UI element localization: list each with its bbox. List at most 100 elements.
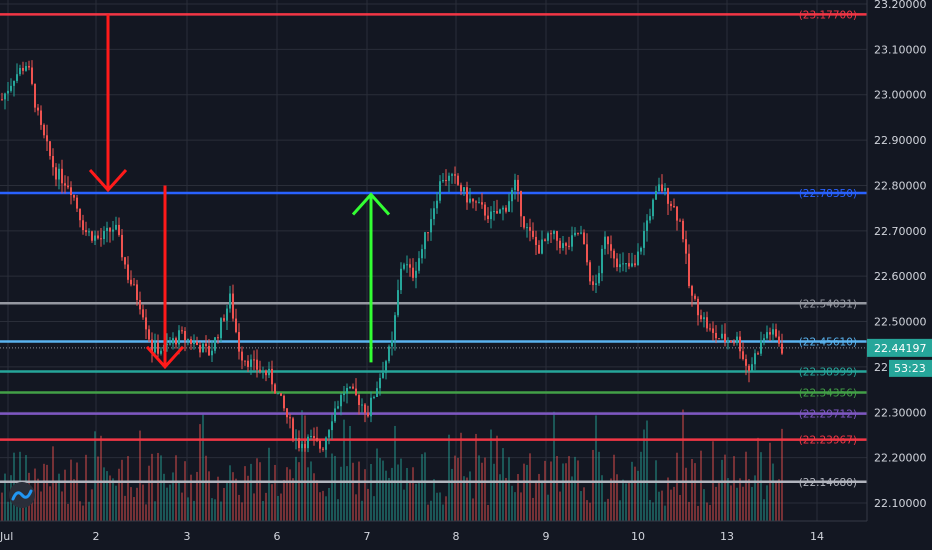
volume-bar [709, 504, 711, 521]
arrow-head [145, 345, 185, 370]
candle-body [379, 377, 381, 389]
volume-bar [199, 424, 201, 521]
volume-bar [460, 432, 462, 521]
candle-body [562, 243, 564, 248]
candle-body [493, 211, 495, 213]
candle-body [115, 224, 117, 230]
candle-body [295, 438, 297, 440]
candle-body [583, 232, 585, 245]
candle-body [256, 359, 258, 370]
volume-bar [355, 494, 357, 521]
candle-body [508, 201, 510, 212]
candle-body [496, 211, 498, 214]
volume-bar [715, 486, 717, 521]
candle-body [178, 330, 180, 345]
volume-bar [64, 469, 66, 521]
volume-bar [346, 466, 348, 521]
candle-body [310, 435, 312, 437]
candle-body [520, 191, 522, 217]
volume-bar [436, 492, 438, 521]
volume-bar [487, 504, 489, 521]
volume-bar [490, 429, 492, 521]
candle-body [688, 253, 690, 287]
candle-body [511, 189, 513, 202]
volume-bar [133, 497, 135, 521]
candle-body [34, 83, 36, 108]
candle-body [157, 342, 159, 354]
volume-bar [649, 499, 651, 521]
candle-body [721, 333, 723, 339]
candle-body [79, 208, 81, 221]
volume-bar [244, 466, 246, 521]
candle-body [703, 317, 705, 320]
level-label: (22.14680) [799, 477, 857, 489]
tradingview-logo[interactable] [9, 482, 35, 508]
candle-body [274, 384, 276, 394]
candle-body [67, 185, 69, 188]
volume-bar [625, 483, 627, 521]
volume-bar [313, 473, 315, 521]
candle-body [139, 299, 141, 310]
volume-bar [109, 475, 111, 521]
candle-body [100, 238, 102, 240]
volume-bar [655, 460, 657, 521]
volume-bar [397, 464, 399, 521]
volume-bar [88, 501, 90, 521]
volume-bar [298, 462, 300, 521]
volume-bar [535, 480, 537, 521]
candle-body [694, 295, 696, 299]
candles [1, 60, 783, 458]
time-axis[interactable]: Jul 2 3 6 7 8 9 10 13 14 [0, 530, 824, 543]
volume-bar [85, 454, 87, 521]
candle-body [76, 197, 78, 209]
candle-body [487, 215, 489, 220]
candle-body [679, 220, 681, 222]
volume-bar [676, 452, 678, 521]
candle-body [394, 315, 396, 341]
volume-bar [652, 502, 654, 521]
candle-body [43, 124, 45, 136]
candle-body [331, 421, 333, 431]
price-tick-label: 23.00000 [874, 89, 927, 102]
candle-body [544, 239, 546, 241]
candle-body [442, 180, 444, 182]
candle-body [82, 220, 84, 231]
price-tick-label: 22.50000 [874, 316, 927, 329]
candle-body [337, 406, 339, 409]
volume-bar [538, 473, 540, 521]
volume-bar [442, 504, 444, 521]
volume-bar [268, 447, 270, 521]
volume-bar [196, 471, 198, 521]
candle-body [658, 184, 660, 191]
candle-body [22, 67, 24, 71]
volume-bar [223, 487, 225, 521]
volume-bar [577, 460, 579, 521]
volume-bar [772, 463, 774, 521]
volume-bars [1, 409, 783, 521]
volume-bar [550, 461, 552, 521]
volume-bar [307, 467, 309, 521]
candle-body [475, 201, 477, 203]
volume-bar [130, 487, 132, 521]
candle-body [292, 418, 294, 439]
volume-bar [349, 425, 351, 521]
volume-bar [469, 471, 471, 521]
volume-bar [271, 484, 273, 521]
candle-body [601, 248, 603, 274]
volume-bar [565, 463, 567, 521]
volume-bar [502, 448, 504, 521]
candle-body [121, 234, 123, 258]
candle-body [595, 283, 597, 285]
candle-body [46, 135, 48, 142]
candle-body [61, 168, 63, 184]
candle-body [733, 342, 735, 344]
volume-bar [484, 457, 486, 521]
volume-bar [700, 450, 702, 521]
candle-body [517, 179, 519, 192]
candle-body [406, 264, 408, 266]
candle-body [241, 351, 243, 361]
candle-body [622, 263, 624, 265]
candle-body [400, 268, 402, 291]
volume-bar [331, 453, 333, 521]
